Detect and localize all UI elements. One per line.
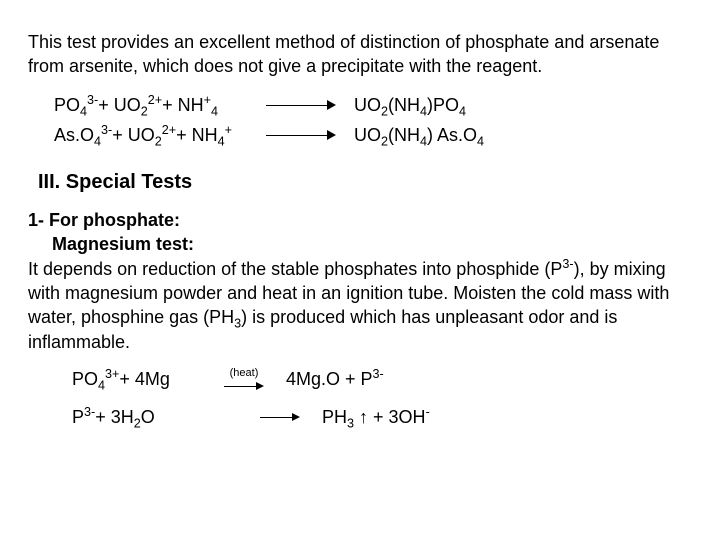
equation-2-lhs: As.O43-+ UO22++ NH4+ <box>54 123 254 147</box>
equation-3-rhs: 4Mg.O + P3- <box>286 367 384 391</box>
arrow-with-label: (heat) <box>212 366 276 393</box>
arrow-icon <box>224 379 264 393</box>
intro-text: This test provides an excellent method o… <box>28 30 692 79</box>
equation-3-lhs: PO43++ 4Mg <box>72 367 202 391</box>
mg-test-body: It depends on reduction of the stable ph… <box>28 257 692 354</box>
equation-2: As.O43-+ UO22++ NH4+ UO2(NH4) As.O4 <box>54 123 692 147</box>
arrow-icon <box>266 98 336 112</box>
arrow-plain <box>248 410 312 424</box>
arrow-icon <box>266 128 336 142</box>
equation-1-rhs: UO2(NH4)PO4 <box>354 93 466 117</box>
equation-1: PO43-+ UO22++ NH+4 UO2(NH4)PO4 <box>54 93 692 117</box>
equation-4-lhs: P3-+ 3H2O <box>72 405 202 429</box>
equation-4: P3-+ 3H2O PH3 ↑ + 3OH- <box>72 405 692 429</box>
arrow-icon <box>260 410 300 424</box>
equation-1-lhs: PO43-+ UO22++ NH+4 <box>54 93 254 117</box>
equation-4-rhs: PH3 ↑ + 3OH- <box>322 405 430 429</box>
equation-3: PO43++ 4Mg (heat) 4Mg.O + P3- <box>72 366 692 393</box>
equation-2-rhs: UO2(NH4) As.O4 <box>354 123 484 147</box>
phosphate-title: 1- For phosphate: <box>28 208 692 232</box>
special-tests-body: 1- For phosphate: Magnesium test: It dep… <box>28 208 692 354</box>
mg-test-title: Magnesium test: <box>52 232 692 256</box>
section-heading: III. Special Tests <box>38 169 692 196</box>
